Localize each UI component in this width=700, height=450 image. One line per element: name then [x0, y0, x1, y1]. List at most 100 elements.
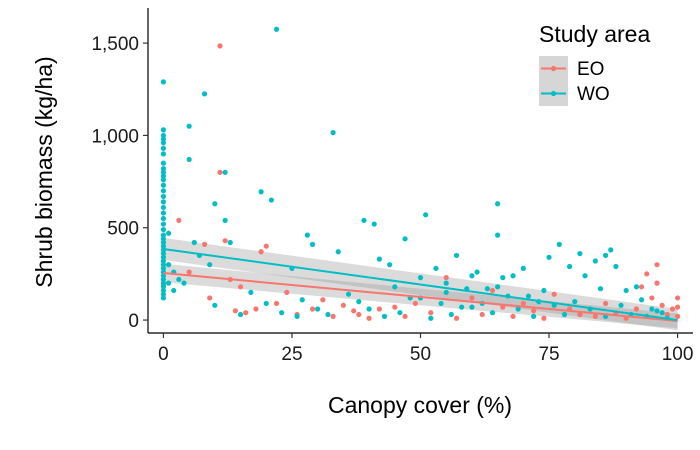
point-wo: [515, 306, 521, 312]
point-eo: [674, 304, 681, 310]
point-wo: [181, 280, 187, 286]
point-wo: [160, 193, 167, 199]
point-eo: [669, 306, 676, 312]
point-wo: [556, 241, 562, 247]
point-eo: [674, 295, 681, 301]
point-eo: [412, 300, 418, 307]
point-wo: [160, 243, 167, 249]
point-wo: [299, 297, 305, 303]
point-wo: [160, 262, 167, 268]
point-wo: [387, 262, 393, 268]
point-wo: [160, 199, 167, 205]
point-wo: [567, 263, 573, 270]
point-eo: [222, 238, 228, 244]
point-wo: [165, 230, 172, 236]
point-wo: [160, 145, 167, 151]
point-eo: [551, 291, 557, 297]
legend-label-eo: EO: [577, 59, 604, 80]
point-wo: [160, 136, 167, 142]
point-wo: [572, 299, 578, 305]
legend-label-wo: WO: [577, 84, 610, 105]
legend-keys: EO WO: [539, 56, 610, 106]
point-eo: [541, 315, 547, 321]
point-eo: [531, 308, 537, 314]
point-wo: [186, 123, 192, 129]
point-wo: [330, 130, 336, 136]
fit-line-eo: [163, 271, 678, 322]
point-wo: [294, 313, 300, 319]
point-eo: [366, 315, 372, 321]
point-eo: [674, 313, 681, 319]
point-wo: [160, 295, 167, 301]
point-eo: [520, 300, 526, 307]
point-wo: [160, 127, 167, 133]
point-eo: [273, 300, 280, 307]
point-wo: [212, 302, 218, 308]
point-wo: [191, 239, 197, 246]
point-wo: [160, 273, 167, 279]
point-wo: [484, 286, 490, 292]
point-wo: [381, 313, 388, 319]
point-eo: [577, 311, 583, 318]
point-wo: [160, 204, 167, 211]
point-wo: [165, 280, 172, 286]
point-eo: [392, 304, 398, 310]
point-wo: [495, 284, 501, 290]
point-eo: [510, 313, 516, 319]
point-wo: [520, 265, 526, 271]
point-wo: [371, 221, 377, 227]
point-eo: [649, 295, 655, 301]
point-eo: [243, 310, 249, 316]
point-wo: [376, 256, 382, 262]
point-wo: [361, 217, 367, 223]
y-axis-title: Shrub biomass (kg/ha): [31, 56, 57, 287]
point-eo: [201, 241, 208, 247]
point-wo: [417, 275, 424, 281]
point-eo: [309, 306, 316, 312]
point-wo: [273, 26, 280, 32]
x-tick-label: 0: [158, 344, 169, 365]
y-tick-label: 0: [128, 311, 139, 332]
point-wo: [469, 273, 475, 279]
point-wo: [207, 262, 213, 268]
point-wo: [428, 315, 434, 321]
point-wo: [561, 311, 568, 318]
point-eo: [186, 269, 192, 275]
point-wo: [443, 280, 449, 286]
point-wo: [623, 287, 629, 294]
point-wo: [618, 302, 624, 308]
point-wo: [546, 254, 552, 260]
point-eo: [428, 310, 434, 316]
point-wo: [397, 310, 403, 316]
axes: [143, 8, 693, 338]
point-eo: [320, 297, 326, 303]
point-eo: [232, 308, 239, 314]
point-wo: [160, 166, 167, 172]
point-wo: [279, 310, 285, 316]
x-tick-label: 100: [662, 344, 694, 365]
point-wo: [160, 215, 167, 222]
point-wo: [160, 221, 167, 227]
point-wo: [160, 182, 167, 188]
point-wo: [263, 300, 269, 307]
point-wo: [160, 79, 167, 85]
point-eo: [253, 306, 259, 312]
point-eo: [644, 271, 650, 277]
point-wo: [469, 304, 475, 310]
point-wo: [356, 299, 362, 305]
legend-item-wo: WO: [539, 81, 610, 106]
point-eo: [356, 311, 362, 318]
point-wo: [541, 287, 547, 294]
point-wo: [160, 239, 167, 246]
point-wo: [160, 276, 167, 283]
y-tick-label: 1,000: [91, 126, 139, 147]
point-wo: [258, 189, 264, 195]
point-wo: [201, 91, 208, 97]
point-wo: [160, 188, 167, 194]
point-eo: [654, 280, 660, 286]
point-eo: [638, 284, 645, 290]
point-eo: [592, 313, 598, 319]
point-wo: [495, 232, 501, 238]
x-tick-label: 50: [410, 344, 431, 365]
